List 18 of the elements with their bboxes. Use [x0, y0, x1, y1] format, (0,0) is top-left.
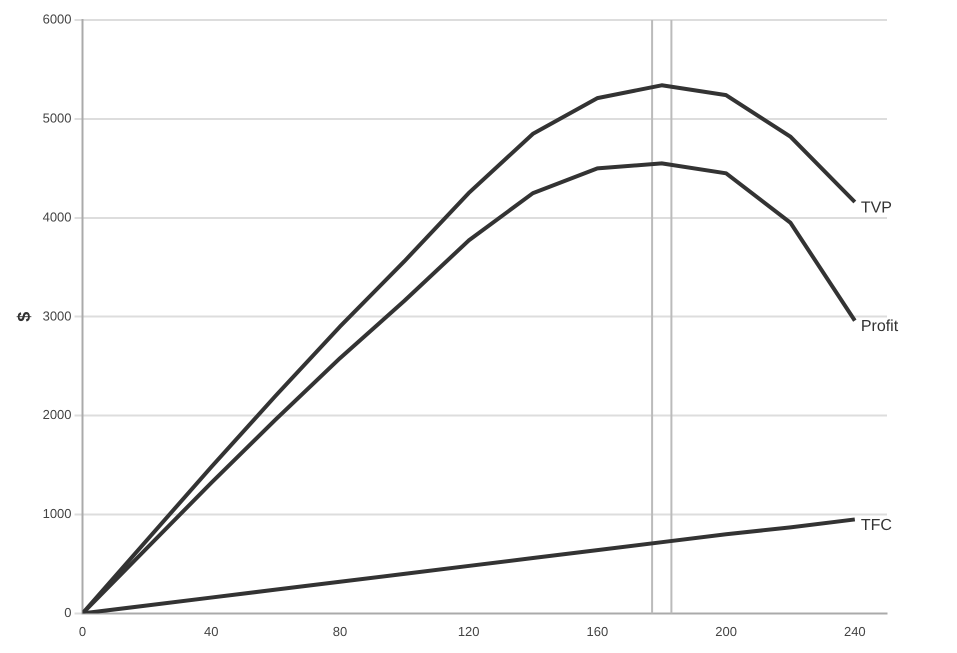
- y-tick-label: 3000: [42, 308, 72, 324]
- y-axis-title: $: [14, 312, 34, 322]
- y-tick-label: 0: [64, 604, 72, 620]
- y-tick-label: 5000: [42, 110, 72, 126]
- x-tick-label: 0: [78, 624, 86, 639]
- y-tick-label: 1000: [42, 506, 72, 522]
- x-tick-label: 40: [204, 624, 218, 639]
- x-tick-label: 200: [715, 624, 737, 639]
- x-tick-label: 160: [586, 624, 608, 639]
- x-tick-label: 120: [458, 624, 480, 639]
- series-label: TFC: [860, 516, 892, 534]
- series-label: TVP: [860, 199, 892, 216]
- y-tick-label: 4000: [42, 209, 72, 224]
- x-tick-label: 240: [844, 624, 866, 639]
- y-tick-label: 2000: [42, 407, 72, 422]
- y-tick-label: 6000: [42, 12, 72, 27]
- series-label: Profit: [860, 318, 899, 336]
- x-tick-label: 80: [332, 624, 348, 639]
